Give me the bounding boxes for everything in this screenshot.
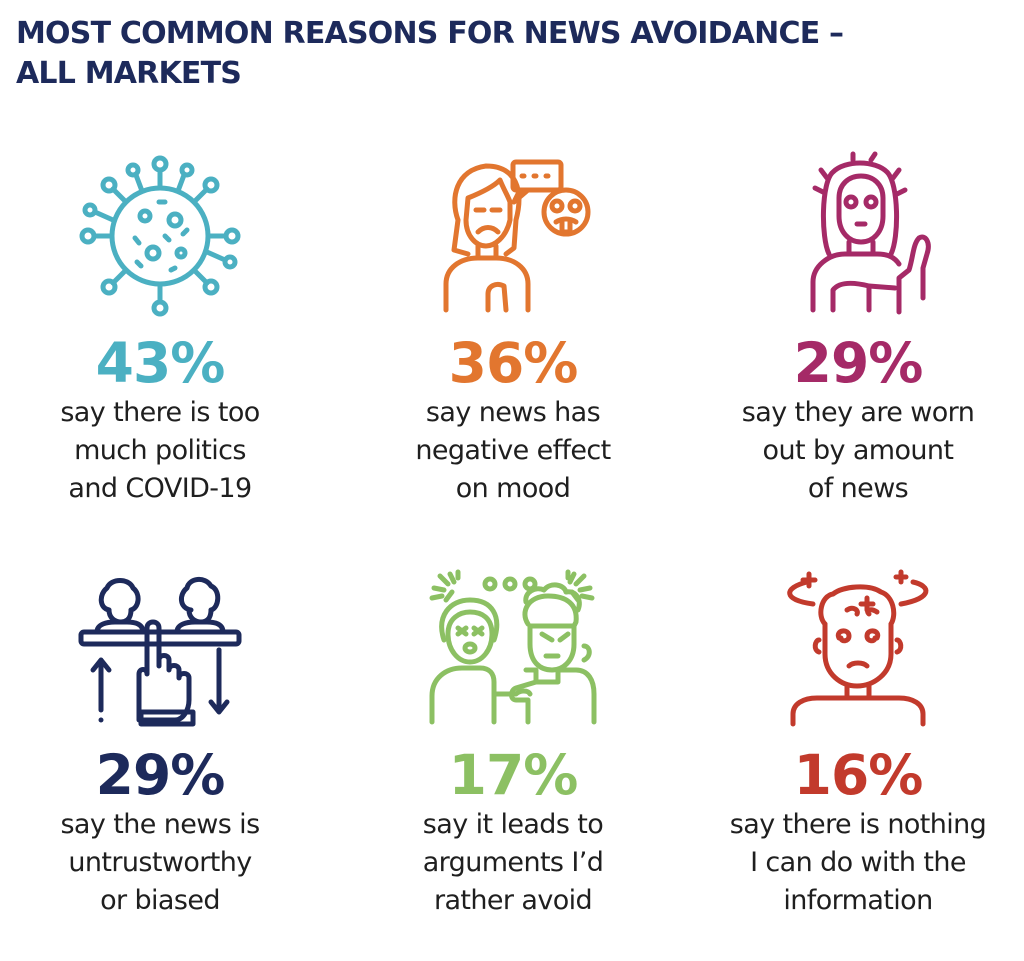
- stat-description-line: information: [783, 885, 933, 916]
- stat-description-line: much politics: [74, 435, 246, 466]
- stat-description: say they are worn out by amount of news: [708, 394, 1008, 508]
- stat-description-line: say the news is: [60, 809, 260, 840]
- stat-description-line: of news: [807, 473, 909, 504]
- stat-description-line: say it leads to: [422, 809, 604, 840]
- stat-description-line: I can do with the: [750, 847, 966, 878]
- rating-hand-icon: [75, 570, 245, 727]
- stat-description-line: say news has: [425, 397, 601, 428]
- stat-percentage: 43%: [95, 331, 226, 395]
- stat-description: say the news is untrustworthy or biased: [10, 806, 310, 920]
- title-line-1: MOST COMMON REASONS FOR NEWS AVOIDANCE –: [16, 16, 844, 51]
- stat-percentage: 29%: [793, 331, 924, 395]
- dizzy-person-icon: [773, 569, 943, 727]
- stat-description-line: out by amount: [762, 435, 954, 466]
- stat-description-line: on mood: [455, 473, 571, 504]
- stat-description-line: negative effect: [415, 435, 611, 466]
- stat-description-line: arguments I’d: [422, 847, 604, 878]
- stat-description-line: say there is too: [60, 397, 260, 428]
- stat-percentage: 29%: [95, 743, 226, 807]
- exhausted-person-icon: [773, 151, 943, 315]
- stat-percentage: 16%: [793, 743, 924, 807]
- stat-description-line: or biased: [100, 885, 220, 916]
- stat-description-line: rather avoid: [433, 885, 593, 916]
- stat-description-line: say there is nothing: [729, 809, 987, 840]
- stat-description-line: and COVID-19: [68, 473, 252, 504]
- arguing-people-icon: [428, 569, 598, 725]
- stat-percentage: 36%: [448, 331, 579, 395]
- stat-description: say there is too much politics and COVID…: [10, 394, 310, 508]
- title-line-2: ALL MARKETS: [16, 56, 242, 91]
- stat-description-line: untrustworthy: [68, 847, 252, 878]
- stat-percentage: 17%: [448, 743, 579, 807]
- stat-description-line: say they are worn: [741, 397, 975, 428]
- sad-person-speech-bubble-icon: [428, 158, 598, 313]
- chart-title: MOST COMMON REASONS FOR NEWS AVOIDANCE –…: [16, 14, 916, 94]
- virus-icon: [75, 155, 245, 317]
- stat-description: say it leads to arguments I’d rather avo…: [363, 806, 663, 920]
- stat-description: say news has negative effect on mood: [363, 394, 663, 508]
- stat-description: say there is nothing I can do with the i…: [708, 806, 1008, 920]
